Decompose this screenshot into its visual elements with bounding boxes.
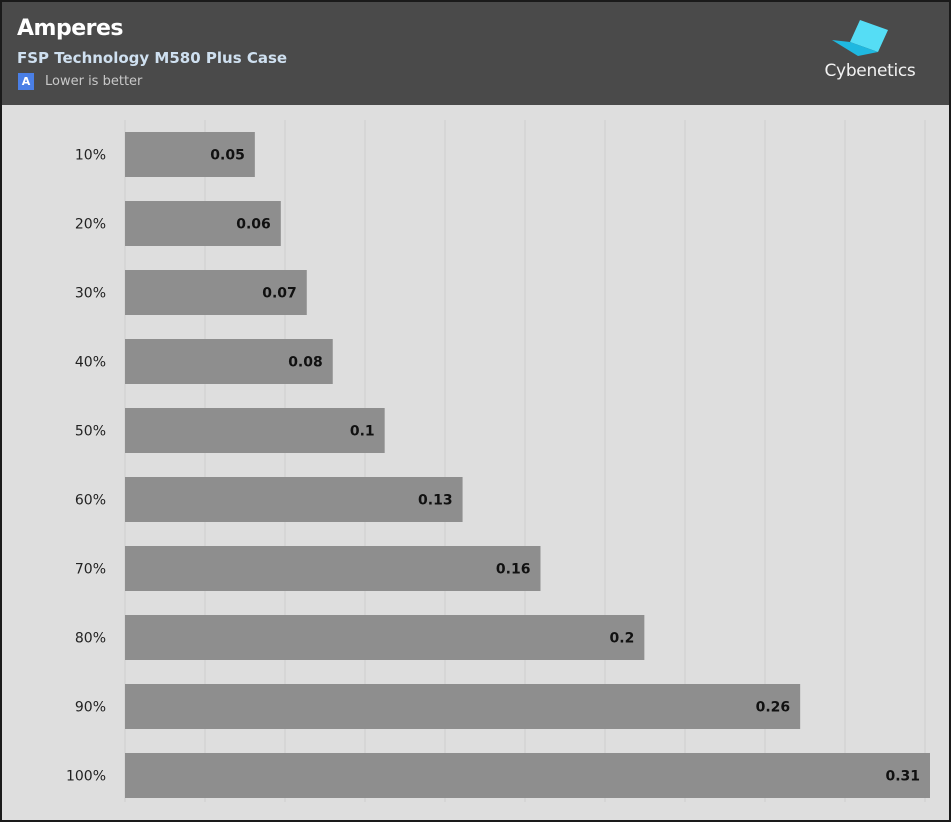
value-label: 0.31	[885, 769, 920, 785]
category-label: 40%	[75, 355, 106, 371]
category-label: 90%	[75, 700, 106, 716]
bar	[125, 408, 385, 453]
logo-cube-top	[850, 20, 888, 52]
logo-cube-side	[832, 40, 878, 56]
value-label: 0.06	[236, 217, 271, 233]
bar	[125, 339, 333, 384]
category-label: 100%	[66, 769, 106, 785]
bar	[125, 477, 463, 522]
bar	[125, 132, 255, 177]
logo-text: Cybenetics	[824, 61, 916, 81]
value-label: 0.26	[756, 700, 791, 716]
chart-subtitle: FSP Technology M580 Plus Case	[17, 49, 288, 67]
category-label: 50%	[75, 424, 106, 440]
value-label: 0.2	[610, 631, 635, 647]
category-label: 60%	[75, 493, 106, 509]
value-label: 0.13	[418, 493, 453, 509]
value-label: 0.05	[210, 148, 245, 164]
value-label: 0.08	[288, 355, 323, 371]
category-label: 80%	[75, 631, 106, 647]
category-label: 30%	[75, 286, 106, 302]
value-label: 0.07	[262, 286, 297, 302]
bar	[125, 270, 307, 315]
category-label: 70%	[75, 562, 106, 578]
legend-text: Lower is better	[45, 74, 143, 89]
category-label: 10%	[75, 148, 106, 164]
value-label: 0.1	[350, 424, 375, 440]
chart-title: Amperes	[17, 16, 123, 41]
bar	[125, 753, 930, 798]
chart-header: Amperes FSP Technology M580 Plus Case A …	[2, 2, 949, 105]
legend-badge: A	[18, 73, 34, 90]
bar	[125, 201, 281, 246]
cybenetics-cube-logo-icon	[832, 20, 888, 56]
bar	[125, 615, 645, 660]
bar	[125, 546, 541, 591]
bar	[125, 684, 801, 729]
category-labels: 10% 20% 30% 40% 50% 60% 70% 80% 90% 100%	[66, 148, 106, 785]
value-labels: 0.05 0.06 0.07 0.08 0.1 0.13 0.16 0.2 0.26 0.31	[210, 148, 920, 785]
value-label: 0.16	[496, 562, 531, 578]
category-label: 20%	[75, 217, 106, 233]
bars	[125, 132, 930, 798]
